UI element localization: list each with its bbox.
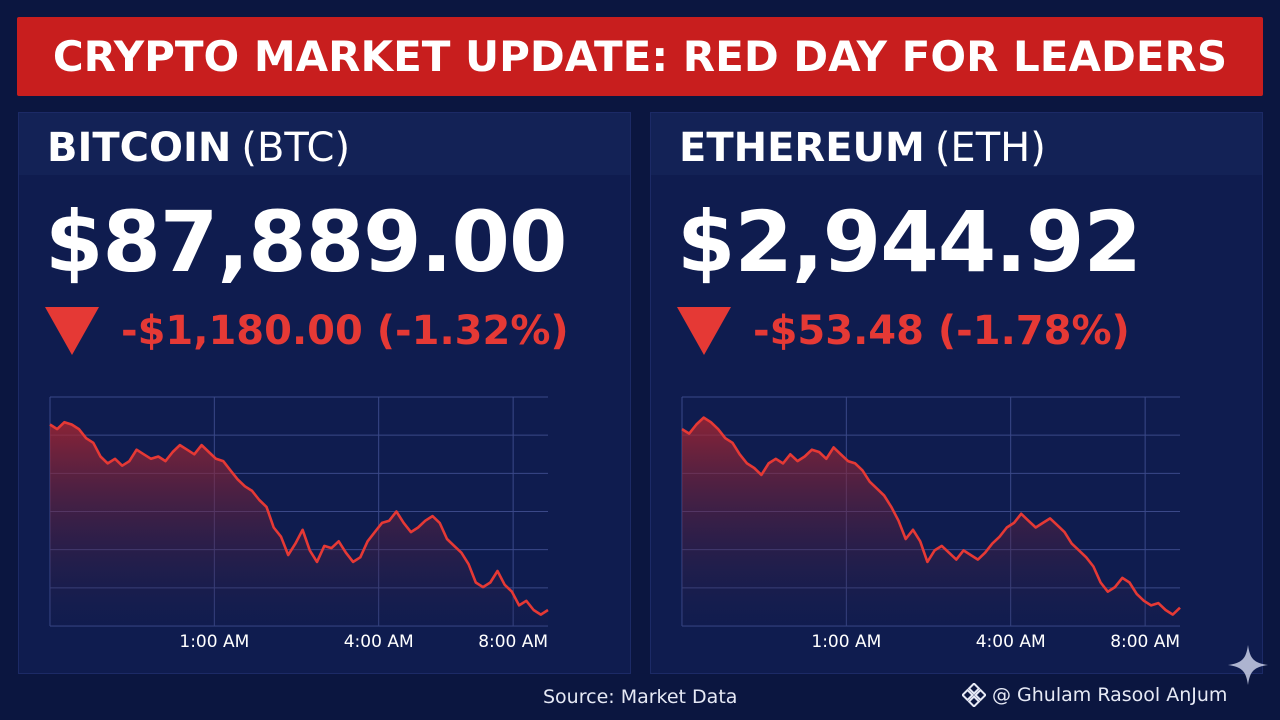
bitcoin-chart-x-tick-label: 1:00 AM: [179, 632, 249, 652]
source-note: Source: Market Data: [543, 686, 738, 708]
headline-title: CRYPTO MARKET UPDATE: RED DAY FOR LEADER…: [52, 32, 1228, 81]
ethereum-chart-series-line: [681, 416, 1181, 616]
bitcoin-chart-area-fill: [50, 422, 548, 626]
bitcoin-chart-series-line: [49, 420, 549, 616]
bitcoin-panel: BITCOIN (BTC) $87,889.00 -$1,180.00 (-1.3…: [18, 112, 631, 674]
ethereum-panel-header: [651, 113, 1262, 175]
author-credit: @ Ghulam Rasool AnJum: [962, 683, 1227, 707]
ethereum-price: $2,944.92: [677, 193, 1142, 291]
bitcoin-change-row: -$1,180.00 (-1.32%): [45, 305, 569, 357]
ethereum-chart-x-tick-label: 4:00 AM: [976, 632, 1046, 652]
bitcoin-price: $87,889.00: [45, 193, 567, 291]
bitcoin-chart-x-tick-label: 8:00 AM: [478, 632, 548, 652]
ethereum-price-chart: 1:00 AM 4:00 AM 8:00 AM: [681, 396, 1181, 652]
bitcoin-panel-header: [19, 113, 630, 175]
ethereum-chart-x-tick-label: 1:00 AM: [811, 632, 881, 652]
ethereum-ticker: (ETH): [934, 125, 1046, 171]
bitcoin-price-chart: 1:00 AM 4:00 AM 8:00 AM: [49, 396, 549, 652]
sparkle-icon: [1228, 645, 1268, 685]
author-credit-text: @ Ghulam Rasool AnJum: [992, 684, 1228, 706]
ethereum-change-row: -$53.48 (-1.78%): [677, 305, 1130, 357]
ethereum-change: -$53.48 (-1.78%): [753, 308, 1130, 354]
down-triangle-icon: [45, 307, 99, 355]
ethereum-title: ETHEREUM (ETH): [679, 125, 1046, 171]
ethereum-chart-x-tick-label: 8:00 AM: [1110, 632, 1180, 652]
ethereum-chart-area-fill: [682, 417, 1180, 626]
binance-logo-icon: [962, 683, 986, 707]
bitcoin-change: -$1,180.00 (-1.32%): [121, 308, 569, 354]
ethereum-name: ETHEREUM: [679, 125, 925, 171]
ethereum-panel: ETHEREUM (ETH) $2,944.92 -$53.48 (-1.78%)…: [650, 112, 1263, 674]
bitcoin-chart-x-tick-label: 4:00 AM: [344, 632, 414, 652]
down-triangle-icon: [677, 307, 731, 355]
bitcoin-title: BITCOIN (BTC): [47, 125, 350, 171]
bitcoin-ticker: (BTC): [241, 125, 351, 171]
bitcoin-name: BITCOIN: [47, 125, 232, 171]
headline-banner: CRYPTO MARKET UPDATE: RED DAY FOR LEADER…: [17, 17, 1263, 96]
